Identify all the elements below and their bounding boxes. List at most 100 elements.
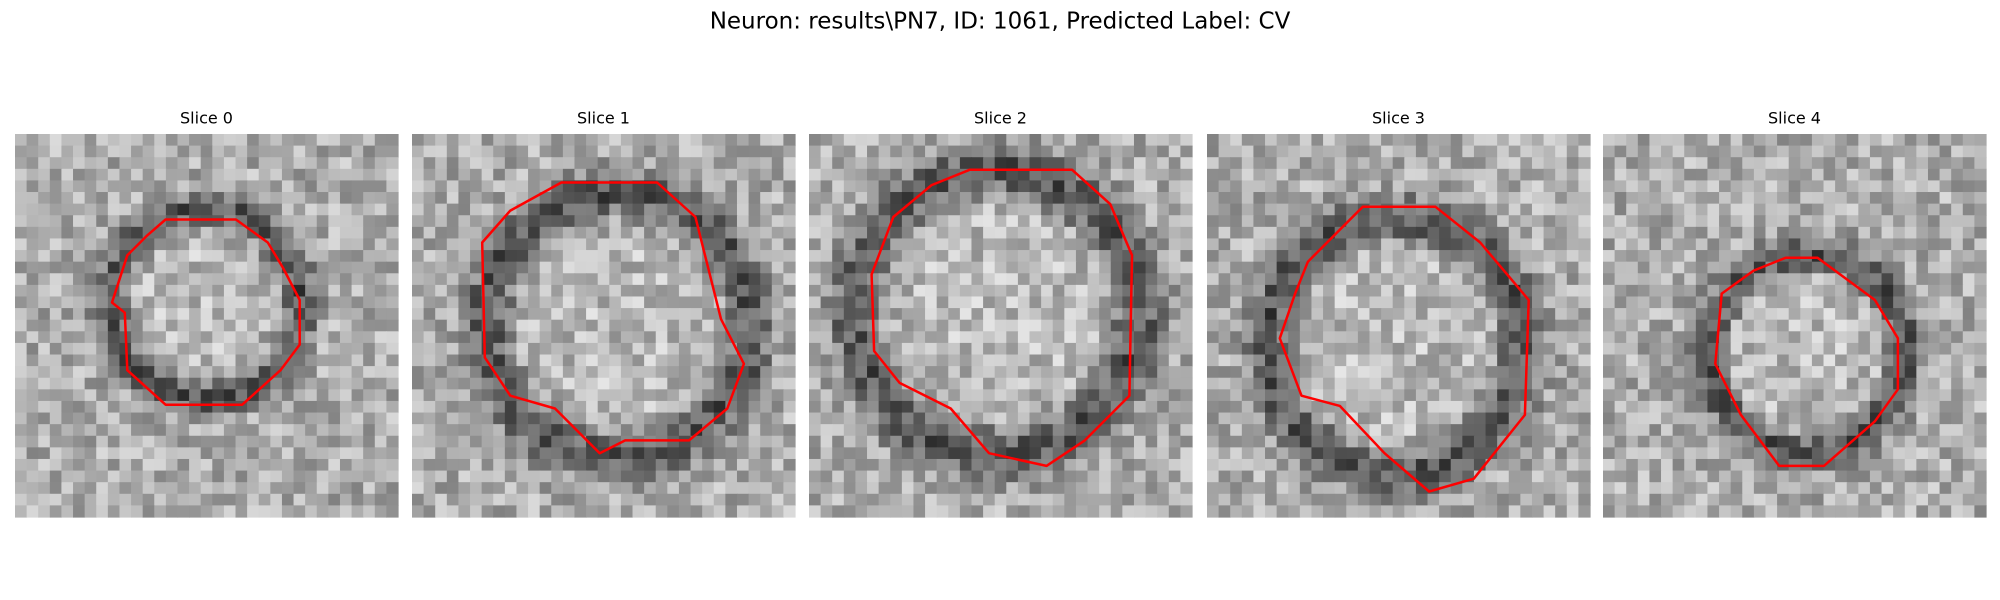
pixel bbox=[748, 470, 761, 483]
pixel bbox=[247, 342, 260, 356]
pixel bbox=[1672, 273, 1685, 286]
pixel bbox=[1566, 505, 1579, 518]
pixel bbox=[736, 145, 750, 158]
pixel bbox=[1218, 319, 1231, 332]
pixel bbox=[832, 308, 845, 321]
pixel bbox=[655, 273, 668, 286]
pixel bbox=[678, 389, 692, 402]
pixel bbox=[1450, 354, 1463, 367]
pixel bbox=[1800, 145, 1813, 158]
pixel bbox=[1427, 215, 1440, 228]
pixel bbox=[26, 424, 39, 437]
pixel bbox=[1566, 284, 1579, 298]
pixel bbox=[809, 203, 822, 216]
pixel bbox=[760, 447, 773, 460]
pixel bbox=[258, 400, 271, 414]
pixel bbox=[1357, 505, 1371, 518]
pixel bbox=[1473, 354, 1487, 367]
pixel bbox=[1719, 331, 1732, 344]
pixel bbox=[713, 470, 726, 483]
pixel bbox=[470, 435, 483, 448]
pixel bbox=[247, 319, 260, 332]
pixel bbox=[235, 284, 248, 298]
pixel bbox=[1392, 493, 1405, 506]
pixel bbox=[212, 331, 225, 344]
pixel bbox=[1168, 331, 1181, 344]
pixel bbox=[177, 226, 190, 240]
pixel bbox=[1218, 145, 1231, 158]
pixel bbox=[843, 319, 857, 332]
pixel bbox=[1684, 342, 1697, 356]
pixel bbox=[878, 493, 891, 506]
pixel bbox=[1566, 389, 1579, 402]
pixel bbox=[200, 134, 213, 147]
pixel bbox=[878, 261, 891, 274]
pixel bbox=[878, 273, 891, 286]
pixel bbox=[386, 180, 399, 193]
pixel bbox=[820, 331, 833, 344]
pixel bbox=[247, 366, 260, 379]
pixel bbox=[1369, 458, 1382, 472]
pixel bbox=[586, 157, 599, 170]
pixel bbox=[713, 331, 726, 344]
pixel bbox=[177, 308, 190, 321]
pixel bbox=[26, 250, 39, 263]
pixel bbox=[1684, 250, 1697, 263]
pixel bbox=[1800, 215, 1813, 228]
pixel bbox=[1916, 284, 1929, 298]
pixel bbox=[586, 331, 599, 344]
pixel bbox=[1974, 157, 1987, 170]
pixel bbox=[1006, 505, 1019, 518]
pixel bbox=[1823, 215, 1836, 228]
pixel bbox=[270, 482, 283, 495]
pixel bbox=[1006, 284, 1019, 298]
pixel bbox=[574, 354, 587, 367]
pixel bbox=[809, 261, 822, 274]
pixel bbox=[189, 505, 202, 518]
pixel bbox=[1381, 284, 1394, 298]
pixel bbox=[504, 412, 518, 425]
pixel bbox=[247, 331, 260, 344]
pixel bbox=[1869, 192, 1883, 205]
pixel bbox=[107, 447, 121, 460]
pixel bbox=[551, 424, 564, 437]
pixel bbox=[212, 226, 225, 240]
pixel bbox=[1099, 145, 1112, 158]
pixel bbox=[1207, 342, 1220, 356]
pixel bbox=[1939, 238, 1952, 251]
pixel bbox=[725, 366, 738, 379]
pixel bbox=[820, 192, 833, 205]
pixel bbox=[328, 412, 341, 425]
pixel bbox=[481, 458, 494, 472]
pixel bbox=[1276, 192, 1289, 205]
pixel bbox=[423, 134, 436, 147]
pixel bbox=[1904, 192, 1917, 205]
pixel bbox=[890, 331, 903, 344]
pixel bbox=[1323, 331, 1336, 344]
pixel bbox=[1110, 308, 1123, 321]
pixel bbox=[1288, 168, 1301, 182]
pixel bbox=[270, 145, 283, 158]
pixel bbox=[620, 342, 634, 356]
pixel bbox=[1299, 238, 1313, 251]
pixel bbox=[458, 366, 471, 379]
pixel bbox=[820, 482, 833, 495]
pixel bbox=[481, 447, 494, 460]
pixel bbox=[386, 424, 399, 437]
pixel bbox=[1439, 168, 1452, 182]
pixel bbox=[1508, 482, 1521, 495]
pixel bbox=[1334, 424, 1347, 437]
pixel bbox=[1064, 400, 1077, 414]
pixel bbox=[1265, 203, 1278, 216]
pixel bbox=[1253, 458, 1266, 472]
pixel bbox=[305, 493, 318, 506]
pixel bbox=[1939, 145, 1952, 158]
pixel bbox=[15, 505, 28, 518]
pixel bbox=[539, 493, 552, 506]
pixel bbox=[562, 458, 576, 472]
pixel bbox=[760, 203, 773, 216]
pixel bbox=[667, 389, 680, 402]
pixel bbox=[38, 505, 51, 518]
pixel bbox=[247, 505, 260, 518]
pixel bbox=[948, 203, 961, 216]
